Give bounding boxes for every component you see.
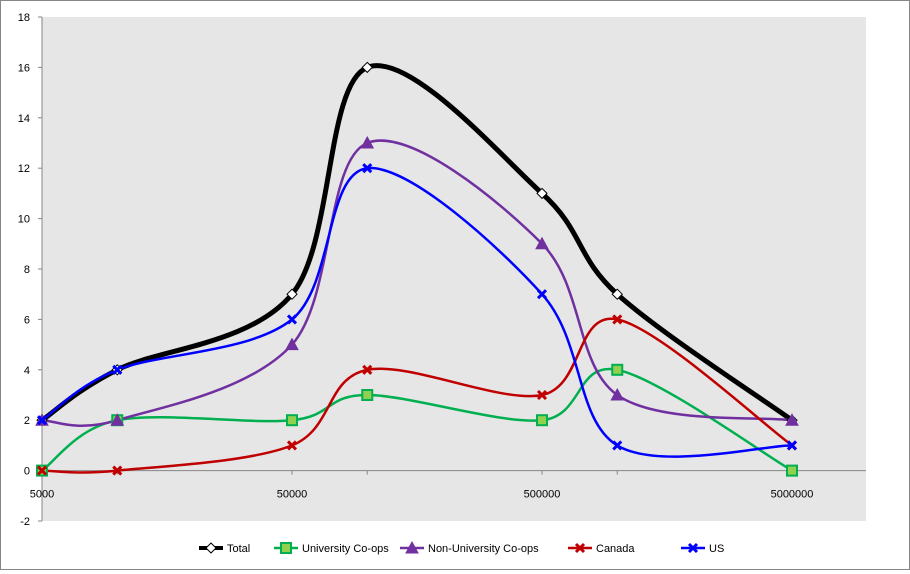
y-tick-label: 16 — [18, 62, 30, 74]
plot-area — [42, 17, 866, 521]
legend-item-canada: Canada — [568, 542, 635, 555]
legend-label: US — [709, 543, 724, 555]
data-point-university-co-ops — [536, 414, 548, 427]
data-point-non-university-co-ops — [535, 236, 549, 250]
data-point-total — [611, 288, 623, 300]
y-tick-label: 10 — [18, 214, 30, 226]
legend-item-non-university-co-ops: Non-University Co-ops — [400, 540, 539, 555]
data-point-total — [286, 288, 298, 300]
data-point-canada — [612, 314, 623, 325]
data-point-us — [112, 364, 123, 375]
y-tick-label: 6 — [24, 314, 30, 326]
series-markers — [35, 61, 799, 477]
data-point-non-university-co-ops — [285, 337, 299, 351]
data-point-us — [536, 289, 548, 300]
data-point-university-co-ops — [361, 389, 374, 401]
legend-marker-canada — [574, 542, 586, 554]
legend-marker-us — [687, 542, 699, 554]
data-point-non-university-co-ops — [360, 135, 375, 149]
data-point-canada — [286, 440, 298, 451]
y-tick-label: 4 — [24, 365, 30, 377]
data-point-non-university-co-ops — [785, 413, 799, 426]
data-point-canada — [36, 465, 48, 476]
legend-label: Total — [227, 543, 250, 555]
data-point-total — [536, 187, 548, 200]
series-line-university-co-ops — [41, 367, 793, 472]
legend-label: University Co-ops — [302, 543, 389, 555]
legend-marker-non-university-co-ops — [405, 540, 419, 554]
legend-item-total: Total — [199, 542, 250, 555]
axes: -2 0 2 4 6 8 10 12 14 16 18 5000 50000 500000 5000000 — [18, 12, 866, 528]
data-point-total — [361, 61, 373, 74]
data-point-canada — [112, 465, 123, 476]
data-point-us — [612, 440, 623, 451]
x-tick-label: 50000 — [277, 489, 308, 501]
y-tick-label: 0 — [24, 466, 30, 478]
data-point-university-co-ops — [611, 363, 624, 376]
legend: Total University Co-ops Non-University Co-… — [199, 540, 724, 555]
y-tick-label: 12 — [18, 163, 30, 175]
data-point-university-co-ops — [786, 464, 798, 477]
legend-label: Non-University Co-ops — [428, 543, 539, 555]
legend-label: Canada — [596, 543, 635, 555]
y-tick-label: 8 — [24, 264, 30, 276]
data-point-us — [786, 440, 798, 451]
legend-item-university-co-ops: University Co-ops — [274, 542, 389, 555]
x-tick-label: 5000 — [30, 489, 54, 501]
data-point-university-co-ops — [286, 414, 298, 427]
y-tick-label: 2 — [24, 415, 30, 427]
y-tick-label: 14 — [18, 113, 30, 125]
data-point-non-university-co-ops — [110, 413, 125, 426]
legend-marker-total — [205, 542, 217, 554]
data-point-us — [36, 415, 48, 426]
x-tick-label: 5000000 — [771, 489, 814, 501]
data-point-non-university-co-ops — [610, 387, 625, 401]
series-line-canada — [41, 317, 793, 474]
data-point-us — [362, 163, 373, 174]
data-point-canada — [536, 389, 548, 401]
data-point-us — [286, 314, 298, 325]
y-tick-label: -2 — [20, 516, 30, 528]
data-point-canada — [362, 364, 373, 375]
legend-marker-university-co-ops — [280, 542, 292, 554]
y-tick-label: 18 — [18, 12, 30, 24]
legend-item-us: US — [681, 542, 724, 555]
x-tick-label: 500000 — [524, 489, 561, 501]
